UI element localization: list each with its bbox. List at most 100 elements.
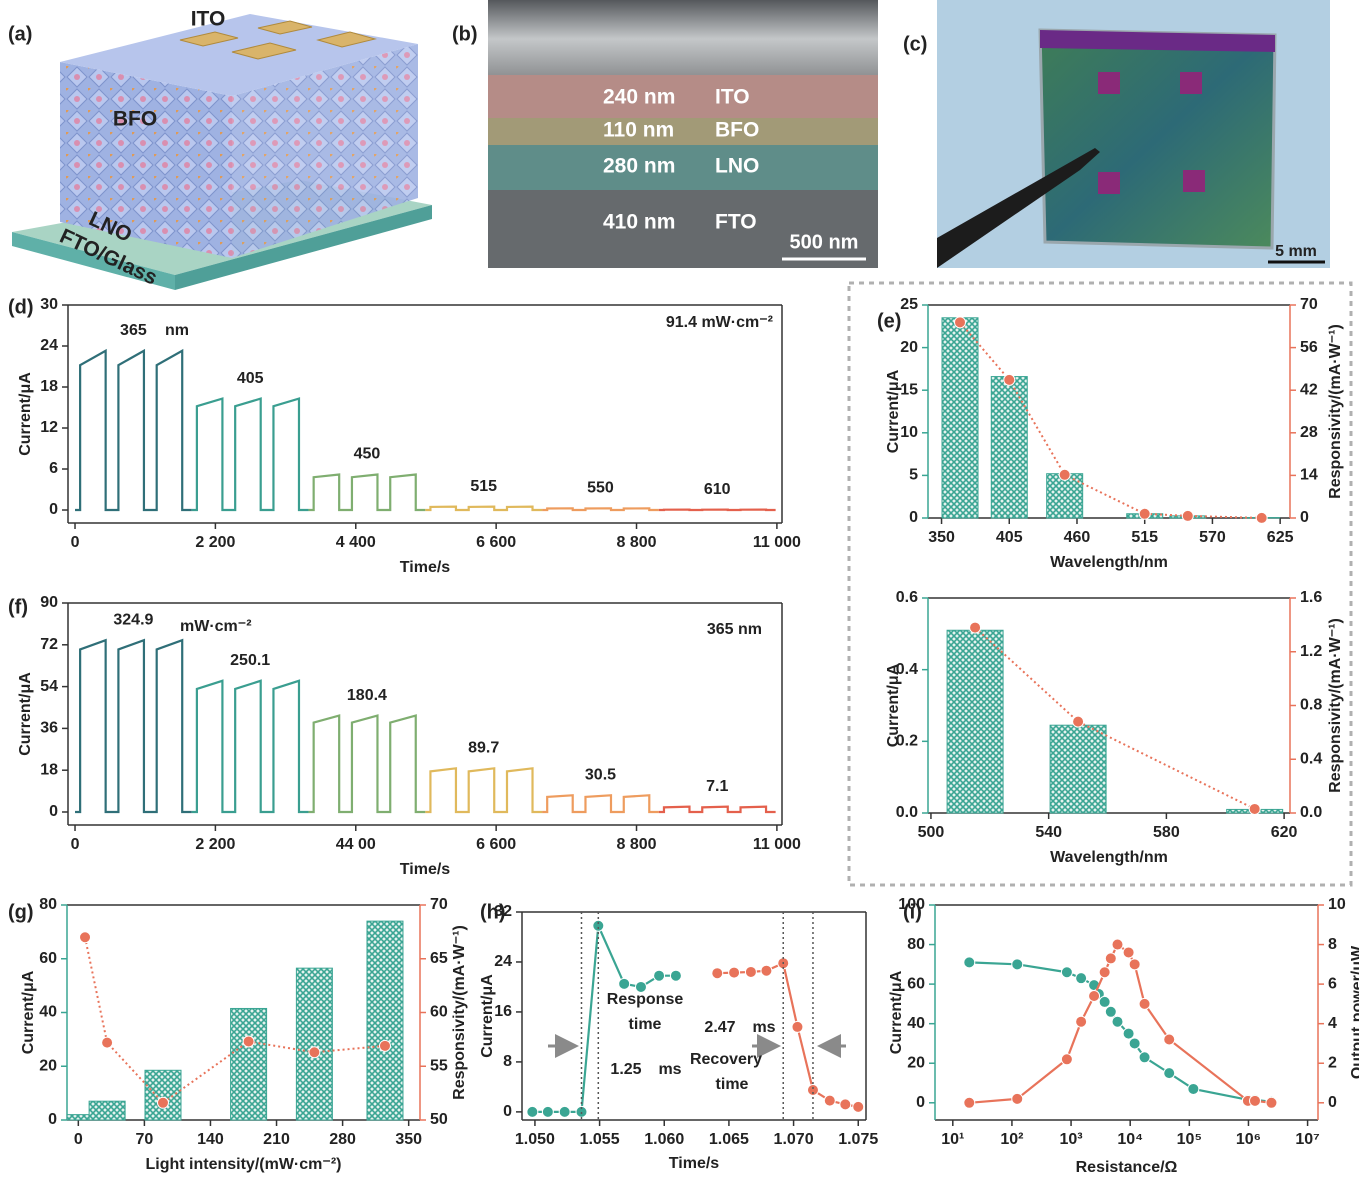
point	[1112, 1016, 1123, 1027]
panel-b: 240 nm ITO 110 nm BFO 280 nm LNO 410 nm …	[452, 0, 878, 268]
point	[1076, 973, 1087, 984]
x-tick-label: 580	[1153, 824, 1180, 841]
point	[527, 1106, 538, 1117]
x-tick-label: 10⁶	[1236, 1131, 1261, 1148]
series-line	[975, 628, 1255, 809]
y-tick-label: 40	[907, 1015, 925, 1032]
x-tick-label: 2 200	[195, 534, 235, 551]
y-tick-label: 0	[503, 1103, 512, 1120]
y2-tick-label: 60	[430, 1004, 448, 1021]
electrode	[1098, 172, 1120, 194]
series-label: 89.7	[468, 740, 499, 757]
y2-tick-label: 10	[1328, 896, 1346, 913]
bar	[89, 1101, 125, 1120]
annotation: mW·cm⁻²	[180, 618, 252, 635]
scale-label: 500 nm	[790, 231, 859, 253]
annotation: ms	[658, 1061, 681, 1078]
layer-label: ITO	[191, 8, 226, 31]
bar	[942, 318, 978, 518]
series-label: 250.1	[230, 652, 270, 669]
point	[1076, 1016, 1087, 1027]
x-tick-label: 625	[1267, 529, 1294, 546]
y2-tick-label: 6	[1328, 975, 1337, 992]
point	[840, 1099, 851, 1110]
point	[309, 1047, 320, 1058]
panel-label: (e)	[877, 310, 901, 332]
point	[542, 1106, 553, 1117]
x-tick-label: 1.060	[644, 1131, 684, 1148]
annotation: ms	[752, 1019, 775, 1036]
bar	[145, 1070, 181, 1120]
point	[654, 970, 665, 981]
point	[1249, 1095, 1260, 1106]
scale-label: 5 mm	[1275, 243, 1317, 260]
y-tick-label: 24	[494, 953, 512, 970]
point	[955, 317, 966, 328]
y-tick-label: 40	[39, 1004, 57, 1021]
point	[559, 1106, 570, 1117]
annotation: 91.4 mW·cm⁻²	[666, 314, 773, 331]
x-tick-label: 620	[1271, 824, 1298, 841]
series-line	[659, 807, 776, 812]
x-tick-label: 1.075	[838, 1131, 878, 1148]
annotation: 2.47	[704, 1019, 735, 1036]
electrode	[1098, 72, 1120, 94]
point	[1099, 996, 1110, 1007]
series-line	[192, 399, 309, 510]
x-axis-title: Resistance/Ω	[1076, 1159, 1178, 1176]
layer-label: BFO	[113, 108, 157, 131]
point	[243, 1036, 254, 1047]
sample	[1040, 30, 1275, 248]
series-label: 30.5	[585, 766, 616, 783]
y-axis-title: Current/μA	[17, 672, 34, 756]
x-tick-label: 140	[197, 1131, 224, 1148]
series-label: 610	[704, 481, 731, 498]
y-tick-label: 8	[503, 1053, 512, 1070]
point	[157, 1097, 168, 1108]
y-axis-title: Current/μA	[885, 369, 902, 453]
y-tick-label: 20	[900, 339, 918, 356]
panel-label: (a)	[8, 23, 32, 45]
point	[1256, 512, 1267, 523]
y2-tick-label: 28	[1300, 424, 1318, 441]
point	[964, 1097, 975, 1108]
point	[761, 965, 772, 976]
series-line	[542, 795, 659, 812]
x-axis-title: Time/s	[400, 861, 451, 878]
x-tick-label: 0	[71, 534, 80, 551]
point	[970, 622, 981, 633]
y2-tick-label: 1.2	[1300, 643, 1322, 660]
x-tick-label: 350	[928, 529, 955, 546]
point	[712, 968, 723, 979]
y-tick-label: 18	[40, 761, 58, 778]
series-line	[969, 962, 1271, 1101]
x-axis-title: Wavelength/nm	[1050, 554, 1168, 571]
y-tick-label: 16	[494, 1003, 512, 1020]
panel-c: 5 mm (c)	[903, 0, 1330, 268]
series-label: 365	[120, 322, 147, 339]
point	[1188, 1083, 1199, 1094]
point	[1105, 953, 1116, 964]
series-label: 515	[470, 478, 497, 495]
annotation: 1.25	[610, 1061, 641, 1078]
point	[1059, 469, 1070, 480]
annotation: nm	[165, 322, 189, 339]
thickness-label: 280 nm	[603, 155, 675, 178]
y-axis-title: Current/μA	[888, 970, 905, 1054]
x-tick-label: 10⁷	[1295, 1131, 1319, 1148]
x-tick-label: 11 000	[753, 534, 801, 551]
y-tick-label: 5	[909, 467, 918, 484]
point	[102, 1037, 113, 1048]
y2-axis-title: Responsivity/(mA·W⁻¹)	[451, 925, 468, 1100]
y2-tick-label: 65	[430, 950, 448, 967]
point	[1123, 1028, 1134, 1039]
panel-label: (h)	[480, 901, 506, 923]
figure: ITO BFO LNO FTO/Glass (a) 240 nm ITO 110…	[0, 0, 1359, 1180]
y-axis-title: Current/μA	[20, 970, 37, 1054]
series-label: 550	[587, 480, 614, 497]
x-tick-label: 405	[996, 529, 1023, 546]
x-tick-label: 210	[263, 1131, 290, 1148]
point	[80, 932, 91, 943]
y-tick-label: 0.0	[896, 804, 918, 821]
point	[1129, 959, 1140, 970]
